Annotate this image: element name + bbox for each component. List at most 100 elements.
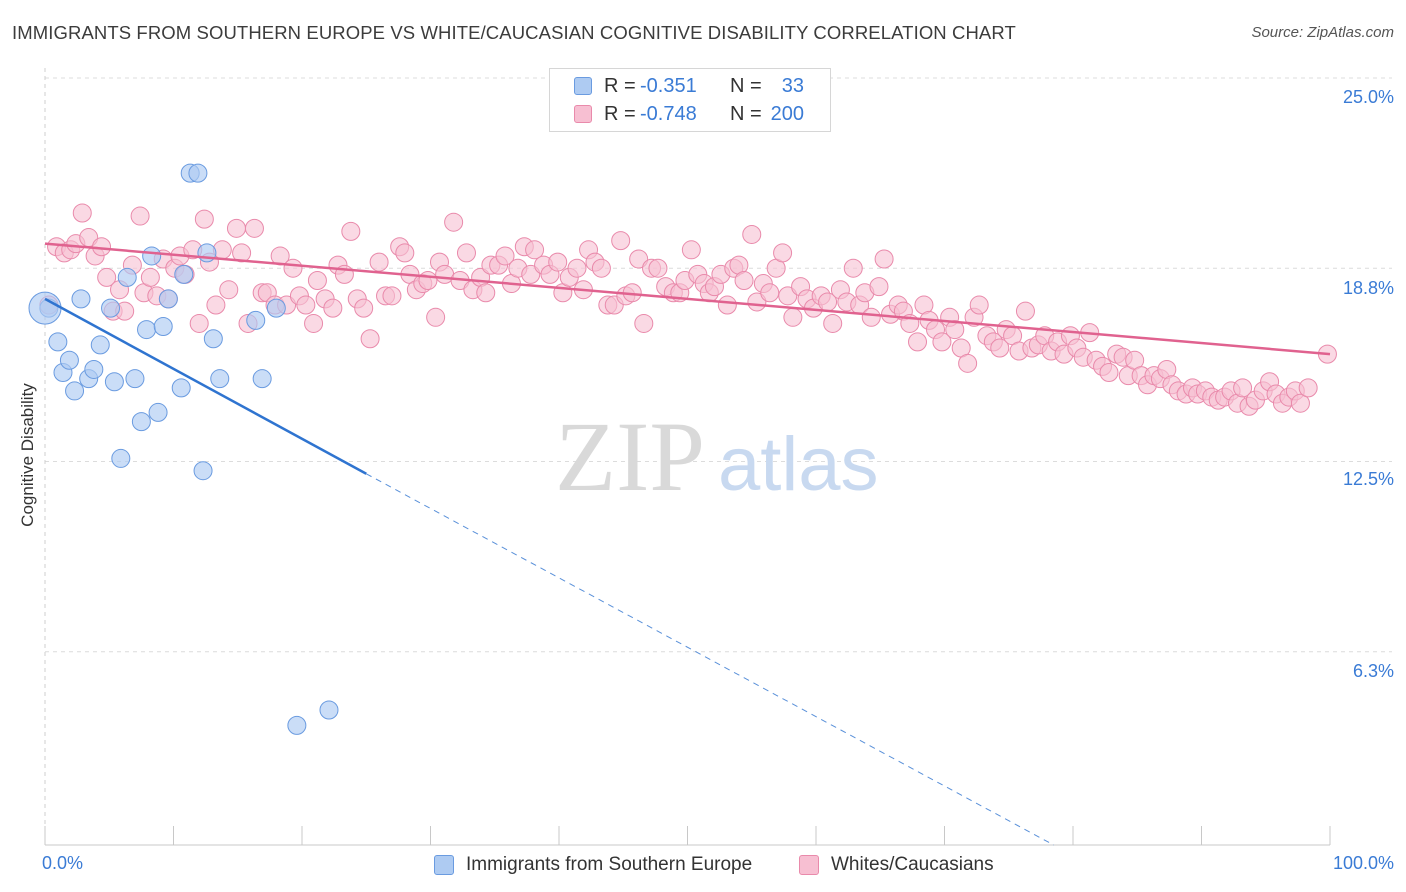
legend-n-value: 33 (781, 74, 804, 97)
data-point (760, 283, 780, 303)
data-point (1290, 393, 1310, 413)
bottom-legend-whites: Whites/Caucasians (799, 852, 994, 878)
data-point (142, 246, 162, 266)
data-point (958, 353, 978, 373)
data-point (369, 252, 389, 272)
legend-swatch-immigrants (574, 77, 592, 95)
data-point (153, 317, 173, 337)
legend-r-label: R = (604, 102, 636, 125)
legend-n-label: N = (730, 102, 762, 125)
data-point (908, 332, 928, 352)
data-point (717, 295, 737, 315)
data-point (90, 335, 110, 355)
x-tick-label-min: 0.0% (42, 853, 84, 873)
bottom-legend-label-immigrants: Immigrants from Southern Europe (466, 854, 753, 875)
data-point (874, 249, 894, 269)
data-point (382, 286, 402, 306)
data-point (194, 209, 214, 229)
data-point (59, 350, 79, 370)
data-point (226, 218, 246, 238)
watermark: ZIP atlas (555, 401, 879, 512)
data-point (341, 221, 361, 241)
data-point (648, 258, 668, 278)
x-tick-label-max: 100.0% (1332, 853, 1394, 873)
data-point (734, 270, 754, 290)
data-point (174, 264, 194, 284)
legend-r-value: -0.748 (640, 102, 697, 125)
data-point (246, 310, 266, 330)
watermark-atlas: atlas (718, 422, 879, 507)
data-point (521, 264, 541, 284)
data-point (212, 240, 232, 260)
data-point (1298, 378, 1318, 398)
data-point (210, 369, 230, 389)
data-point (1015, 301, 1035, 321)
data-point (307, 270, 327, 290)
data-point (117, 267, 137, 287)
data-point (148, 402, 168, 422)
data-point (296, 295, 316, 315)
data-point (319, 700, 339, 720)
data-point (456, 243, 476, 263)
data-point (266, 298, 286, 318)
data-point (252, 369, 272, 389)
data-point (354, 298, 374, 318)
data-point (778, 286, 798, 306)
data-point (360, 329, 380, 349)
data-point (323, 298, 343, 318)
data-point (629, 249, 649, 269)
data-point (287, 715, 307, 735)
gridlines (45, 77, 1392, 653)
data-point (104, 372, 124, 392)
legend-row-whites: R = -0.748 N = 200 (574, 101, 804, 127)
data-point (131, 412, 151, 432)
trend-line-immigrants-extrapolated (366, 473, 1054, 846)
data-point (203, 329, 223, 349)
series-whites-points (39, 203, 1337, 416)
data-point (140, 267, 160, 287)
data-point (969, 295, 989, 315)
data-point (189, 313, 209, 333)
data-point (84, 359, 104, 379)
legend-r-value: -0.351 (640, 74, 697, 97)
data-point (1233, 378, 1253, 398)
data-point (206, 295, 226, 315)
chart-title: IMMIGRANTS FROM SOUTHERN EUROPE VS WHITE… (12, 22, 1016, 43)
data-point (71, 289, 91, 309)
data-point (244, 218, 264, 238)
data-point (188, 163, 208, 183)
source-label: Source: ZipAtlas.com (1251, 24, 1394, 41)
data-point (591, 258, 611, 278)
legend: R = -0.351 N = 33 R = -0.748 N = 200 (549, 68, 831, 132)
y-axis-label: Cognitive Disability (18, 383, 37, 527)
axes (44, 68, 1331, 846)
data-point (476, 283, 496, 303)
trend-line-immigrants (44, 297, 367, 475)
data-point (304, 313, 324, 333)
data-point (823, 313, 843, 333)
legend-r-label: R = (604, 74, 636, 97)
data-point (418, 270, 438, 290)
data-point (611, 231, 631, 251)
data-point (932, 332, 952, 352)
data-point (48, 332, 68, 352)
data-point (72, 203, 92, 223)
data-point (171, 378, 191, 398)
data-point (395, 243, 415, 263)
data-point (426, 307, 446, 327)
data-point (843, 258, 863, 278)
data-point (283, 258, 303, 278)
data-point (548, 252, 568, 272)
trend-line-whites (44, 242, 1331, 356)
data-point (101, 298, 121, 318)
bottom-legend-label-whites: Whites/Caucasians (831, 854, 994, 875)
data-point (783, 307, 803, 327)
data-point (869, 277, 889, 297)
data-point (232, 243, 252, 263)
data-point (125, 369, 145, 389)
data-point (444, 212, 464, 232)
data-point (111, 448, 131, 468)
legend-n-value: 200 (770, 102, 804, 125)
data-point (193, 461, 213, 481)
